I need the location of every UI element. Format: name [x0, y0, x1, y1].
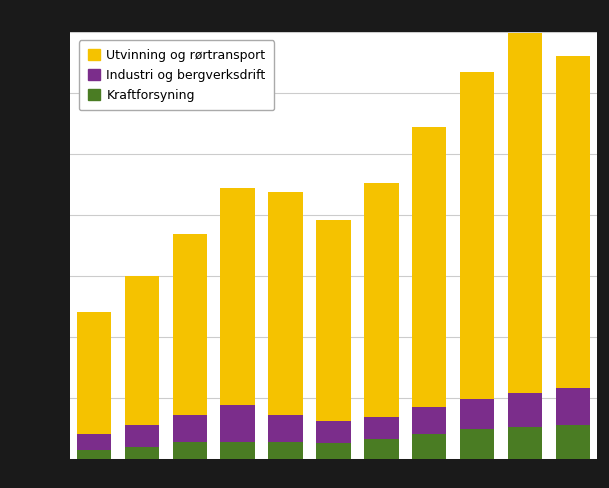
Bar [412, 407, 446, 434]
Bar [460, 399, 495, 429]
Bar [508, 393, 542, 427]
Bar [460, 72, 495, 399]
Bar [77, 312, 111, 434]
Bar [412, 127, 446, 407]
Bar [172, 442, 207, 459]
Bar [220, 442, 255, 459]
Bar [77, 434, 111, 450]
Bar [364, 439, 398, 459]
Bar [555, 425, 590, 459]
Bar [125, 425, 159, 447]
Bar [316, 421, 351, 443]
Bar [364, 183, 398, 417]
Legend: Utvinning og rørtransport, Industri og bergverksdrift, Kraftforsyning: Utvinning og rørtransport, Industri og b… [79, 40, 275, 110]
Bar [269, 191, 303, 415]
Bar [77, 450, 111, 459]
Bar [172, 415, 207, 442]
Bar [508, 33, 542, 393]
Bar [269, 442, 303, 459]
Bar [555, 56, 590, 388]
Bar [220, 188, 255, 405]
Bar [460, 429, 495, 459]
Bar [412, 434, 446, 459]
Bar [172, 234, 207, 415]
Bar [125, 276, 159, 425]
Bar [125, 447, 159, 459]
Bar [364, 417, 398, 439]
Bar [220, 405, 255, 442]
Bar [508, 427, 542, 459]
Bar [269, 415, 303, 442]
Bar [555, 388, 590, 425]
Bar [316, 443, 351, 459]
Bar [316, 220, 351, 421]
